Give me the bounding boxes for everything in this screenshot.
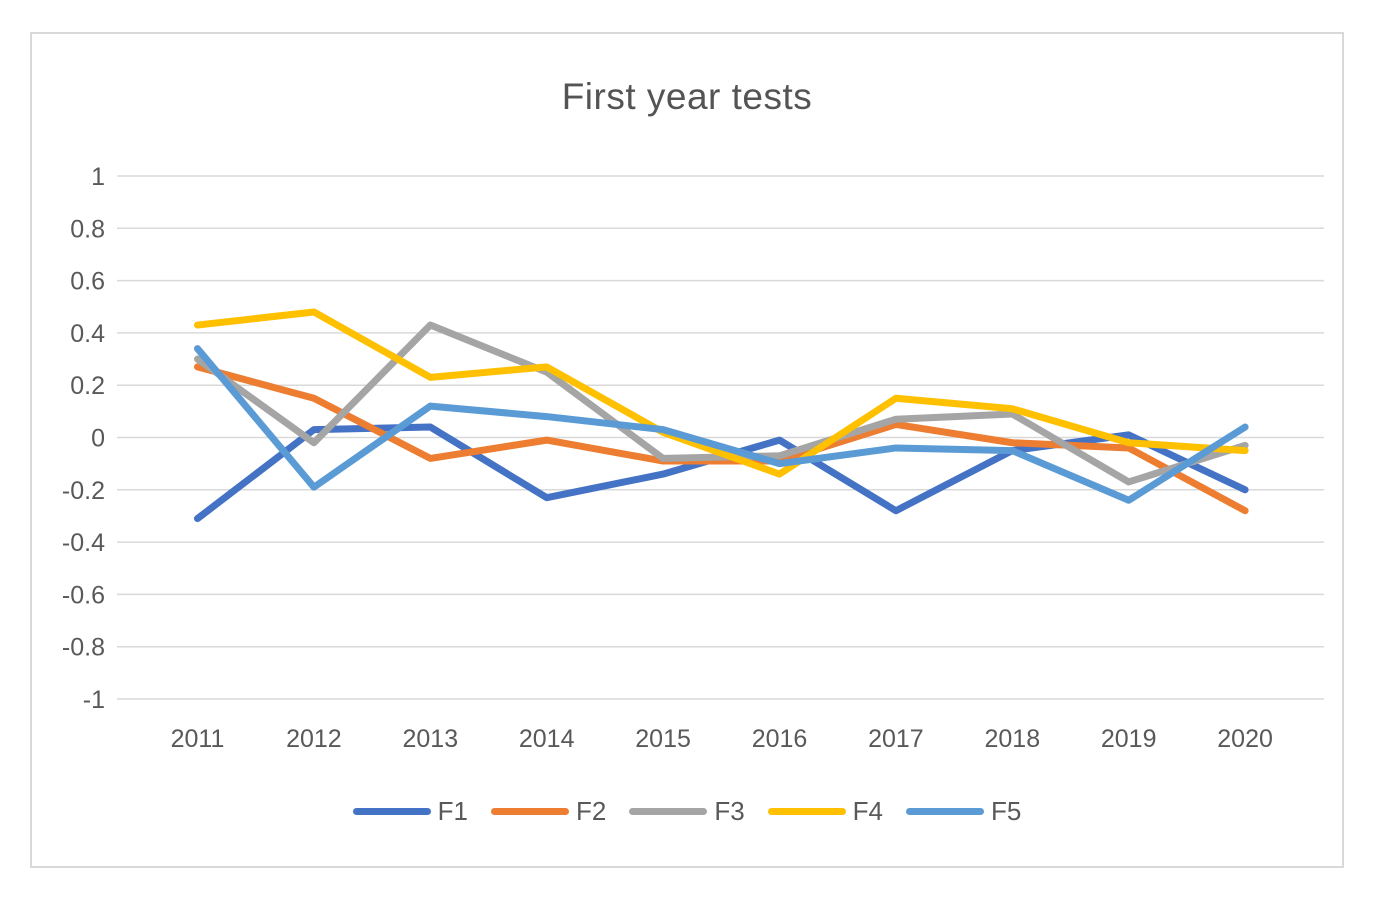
y-axis-tick-label: 0	[91, 425, 105, 453]
legend-swatch-f3	[629, 808, 708, 815]
series-line-f1[interactable]	[194, 423, 1249, 523]
legend-swatch-f4	[767, 808, 846, 815]
y-axis-tick-label: -0.4	[62, 529, 105, 557]
x-axis-label: 2014	[519, 725, 575, 753]
y-axis-tick-label: 1	[91, 163, 105, 191]
legend-label: F3	[714, 796, 745, 826]
y-axis-tick-label: -0.6	[62, 581, 105, 609]
chart-title[interactable]: First year tests	[561, 76, 813, 117]
x-axis-label: 2012	[286, 725, 342, 753]
series-line-f3[interactable]	[194, 321, 1249, 486]
x-axis-label: 2013	[402, 725, 458, 753]
x-axis-label: 2015	[635, 725, 691, 753]
legend-item-f5[interactable]: F5	[906, 796, 1021, 827]
plot-area[interactable]: 1 0.8 0.6 0.4 0.2 0 -0.2 -0.4 -0.6 -0.8 -1 2011 2012…	[32, 34, 1342, 794]
legend-label: F2	[575, 796, 607, 826]
series-line-f4[interactable]	[194, 308, 1249, 478]
chart-frame: First year tests 1 0.8 0.6 0.4 0.2 0 -0.2 -0.4 -…	[30, 32, 1344, 868]
chart-legend: F1 F2 F3 F4 F5	[32, 796, 1342, 827]
y-axis-tick-label: 0.4	[70, 320, 105, 348]
legend-swatch-f1	[352, 808, 431, 815]
legend-item-f3[interactable]: F3	[629, 796, 745, 827]
legend-item-f2[interactable]: F2	[490, 796, 607, 827]
legend-item-f4[interactable]: F4	[767, 796, 884, 827]
legend-swatch-f2	[490, 808, 569, 815]
y-axis-tick-label: 0.2	[70, 372, 105, 400]
legend-swatch-f5	[906, 808, 985, 815]
legend-label: F5	[991, 796, 1022, 826]
x-axis-label: 2017	[868, 725, 924, 753]
x-axis-label: 2018	[984, 725, 1040, 753]
x-axis-label: 2011	[171, 725, 225, 753]
legend-item-f1[interactable]: F1	[352, 796, 468, 827]
y-axis-tick-label: -1	[83, 686, 105, 714]
y-axis-tick-label: 0.8	[70, 215, 105, 243]
y-axis-tick-label: -0.2	[62, 477, 105, 505]
y-axis-tick-label: -0.8	[62, 634, 105, 662]
legend-label: F1	[437, 796, 468, 826]
x-axis-label: 2019	[1101, 725, 1157, 753]
legend-label: F4	[852, 796, 884, 826]
x-axis-label: 2016	[752, 725, 808, 753]
x-axis-label: 2020	[1217, 725, 1273, 753]
y-axis-tick-label: 0.6	[70, 268, 105, 296]
series-line-f5[interactable]	[194, 345, 1249, 504]
